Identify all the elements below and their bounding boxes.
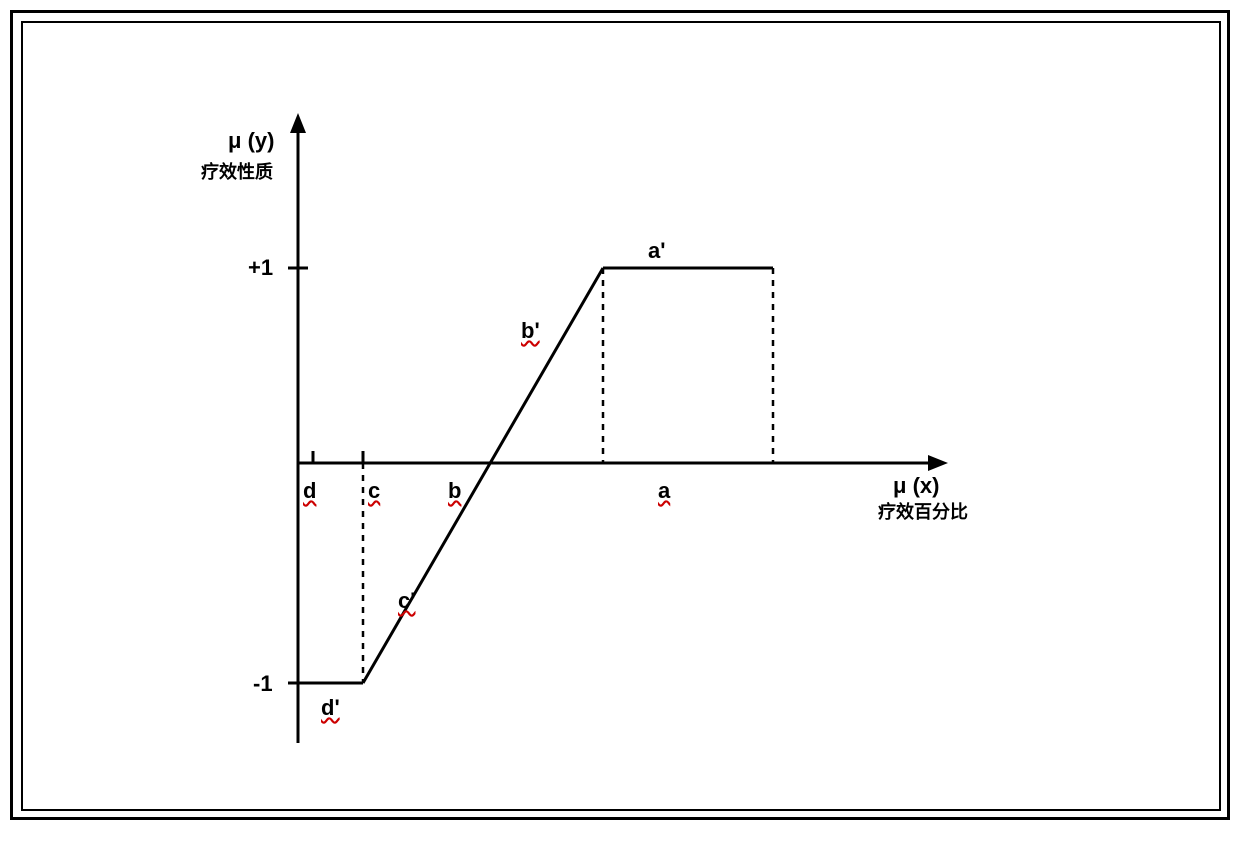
x-label-d: d — [303, 478, 316, 504]
curve-seg-rise — [363, 268, 603, 683]
curve-label-a-prime: a' — [648, 238, 665, 264]
y-axis-sublabel: 疗效性质 — [201, 158, 273, 184]
x-label-c: c — [368, 478, 380, 504]
y-axis-arrowhead — [290, 113, 306, 133]
curve-label-b-prime: b' — [521, 318, 540, 344]
chart-area: μ (y) 疗效性质 μ (x) 疗效百分比 +1 -1 d c b a a' … — [23, 23, 1219, 809]
outer-frame: μ (y) 疗效性质 μ (x) 疗效百分比 +1 -1 d c b a a' … — [10, 10, 1230, 820]
x-label-b: b — [448, 478, 461, 504]
x-axis-arrowhead — [928, 455, 948, 471]
x-label-a: a — [658, 478, 670, 504]
curve-label-c-prime: c' — [398, 588, 415, 614]
x-axis-label: μ (x) — [893, 473, 939, 499]
y-tick-plus1-label: +1 — [248, 255, 273, 281]
x-axis-sublabel: 疗效百分比 — [878, 498, 968, 524]
inner-frame: μ (y) 疗效性质 μ (x) 疗效百分比 +1 -1 d c b a a' … — [21, 21, 1221, 811]
y-tick-minus1-label: -1 — [253, 671, 273, 697]
membership-function-diagram — [23, 23, 1223, 813]
curve-label-d-prime: d' — [321, 695, 340, 721]
y-axis-label: μ (y) — [228, 128, 274, 154]
